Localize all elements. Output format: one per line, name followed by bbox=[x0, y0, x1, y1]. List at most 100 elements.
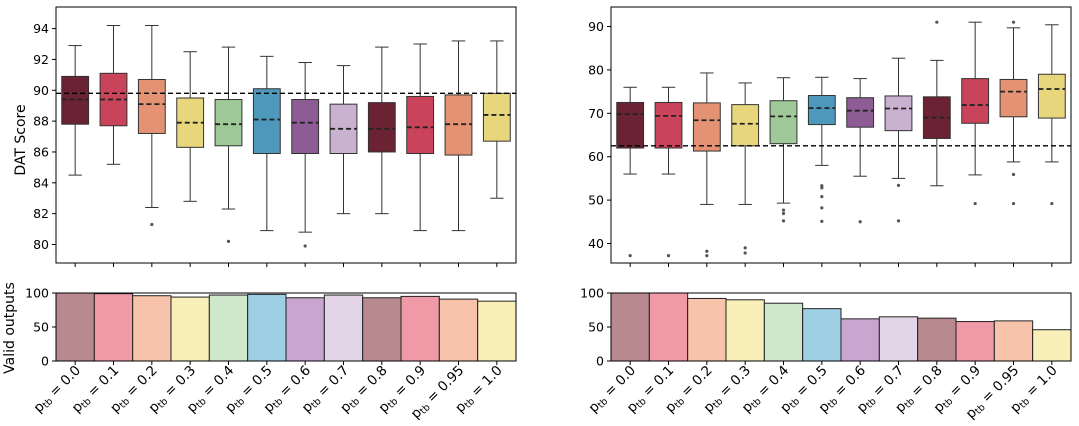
box-iqr bbox=[406, 95, 435, 155]
ytick-label: 86 bbox=[33, 144, 49, 159]
flier-point bbox=[1011, 172, 1016, 177]
ytick-label: 70 bbox=[588, 106, 604, 121]
box-6 bbox=[291, 62, 320, 248]
ylabel-bottom: Valid outputs bbox=[2, 282, 18, 374]
bar-1 bbox=[93, 293, 134, 362]
box-8 bbox=[922, 20, 951, 187]
box-iqr bbox=[291, 99, 320, 155]
box-3 bbox=[176, 51, 205, 202]
bar-10 bbox=[438, 298, 479, 362]
flier-point bbox=[628, 254, 632, 258]
flier-point bbox=[896, 219, 901, 223]
box-10 bbox=[999, 20, 1028, 206]
ytick-label: 94 bbox=[33, 21, 49, 36]
bar-9 bbox=[400, 295, 440, 362]
flier-point bbox=[705, 254, 709, 258]
box-iqr bbox=[252, 88, 281, 155]
flier-point bbox=[781, 211, 786, 216]
box-iqr bbox=[884, 95, 913, 132]
flier-point bbox=[743, 251, 747, 255]
box-11 bbox=[1037, 24, 1066, 206]
box-1 bbox=[654, 86, 683, 258]
bar-8 bbox=[362, 297, 402, 362]
box-iqr bbox=[961, 78, 990, 124]
box-5 bbox=[252, 55, 281, 232]
bar-0 bbox=[55, 292, 95, 362]
box-iqr bbox=[137, 78, 166, 134]
ytick-label: 82 bbox=[33, 206, 49, 221]
bar-0 bbox=[610, 292, 650, 362]
ytick-label: 40 bbox=[588, 236, 604, 251]
box-11 bbox=[482, 40, 511, 199]
box-iqr bbox=[807, 95, 836, 126]
box-iqr bbox=[367, 102, 396, 153]
bar-6 bbox=[840, 318, 880, 362]
bar-8 bbox=[917, 317, 957, 362]
box-6 bbox=[846, 78, 875, 224]
bar-11 bbox=[1032, 329, 1072, 362]
box-2 bbox=[137, 25, 166, 227]
flier-point bbox=[781, 208, 786, 212]
box-0 bbox=[61, 45, 90, 176]
ytick-label: 60 bbox=[588, 149, 604, 164]
bar-3 bbox=[725, 299, 765, 362]
box-7 bbox=[329, 65, 358, 215]
flier-point bbox=[743, 246, 747, 250]
ytick-label: 100 bbox=[580, 286, 604, 301]
flier-point bbox=[226, 239, 231, 244]
bar-11 bbox=[477, 300, 517, 362]
axes-frame bbox=[610, 6, 1072, 264]
bar-5 bbox=[247, 293, 287, 362]
box-10 bbox=[444, 40, 473, 232]
bar-4 bbox=[763, 302, 804, 362]
flier-point bbox=[150, 222, 154, 227]
ytick-label: 50 bbox=[588, 320, 604, 335]
flier-point bbox=[303, 244, 307, 248]
ytick-label: 88 bbox=[33, 114, 49, 129]
box-4 bbox=[214, 46, 243, 244]
panel-top-right-boxplot: 40 50 60 70 80 90 bbox=[588, 6, 1072, 267]
box-8 bbox=[367, 46, 396, 215]
box-3 bbox=[731, 82, 760, 255]
box-5 bbox=[807, 76, 836, 223]
box-iqr bbox=[482, 92, 511, 142]
flier-point bbox=[820, 195, 824, 199]
box-9 bbox=[961, 21, 990, 206]
flier-point bbox=[820, 186, 824, 190]
bar-2 bbox=[132, 295, 172, 362]
ytick-label: 80 bbox=[588, 62, 604, 77]
ytick-label: 80 bbox=[33, 237, 49, 252]
ytick-label: 84 bbox=[33, 175, 49, 190]
box-iqr bbox=[654, 101, 683, 149]
ytick-label: 50 bbox=[33, 320, 49, 335]
flier-point bbox=[1011, 20, 1016, 24]
flier-point bbox=[896, 183, 901, 187]
flier-point bbox=[666, 254, 671, 258]
box-0 bbox=[616, 86, 645, 258]
ylabel-top: DAT Score bbox=[13, 104, 29, 175]
panel-top-left-boxplot: 80 82 84 86 88 90 92 94 bbox=[33, 6, 517, 267]
ytick-label: 50 bbox=[588, 193, 604, 208]
box-iqr bbox=[999, 78, 1028, 118]
bar-9 bbox=[955, 321, 995, 362]
box-2 bbox=[692, 72, 721, 258]
box-iqr bbox=[731, 104, 760, 147]
box-iqr bbox=[692, 102, 721, 152]
bar-4 bbox=[208, 294, 249, 362]
box-4 bbox=[769, 77, 798, 223]
box-iqr bbox=[1037, 73, 1066, 119]
flier-point bbox=[973, 201, 977, 206]
box-iqr bbox=[769, 100, 798, 145]
bar-7 bbox=[323, 294, 364, 362]
flier-point bbox=[858, 220, 862, 224]
bar-3 bbox=[170, 296, 210, 362]
ytick-label: 100 bbox=[25, 286, 49, 301]
ytick-label: 90 bbox=[588, 19, 604, 34]
flier-point bbox=[820, 219, 824, 223]
ytick-label: 90 bbox=[33, 83, 49, 98]
flier-point bbox=[1011, 201, 1016, 206]
bar-1 bbox=[648, 292, 689, 362]
